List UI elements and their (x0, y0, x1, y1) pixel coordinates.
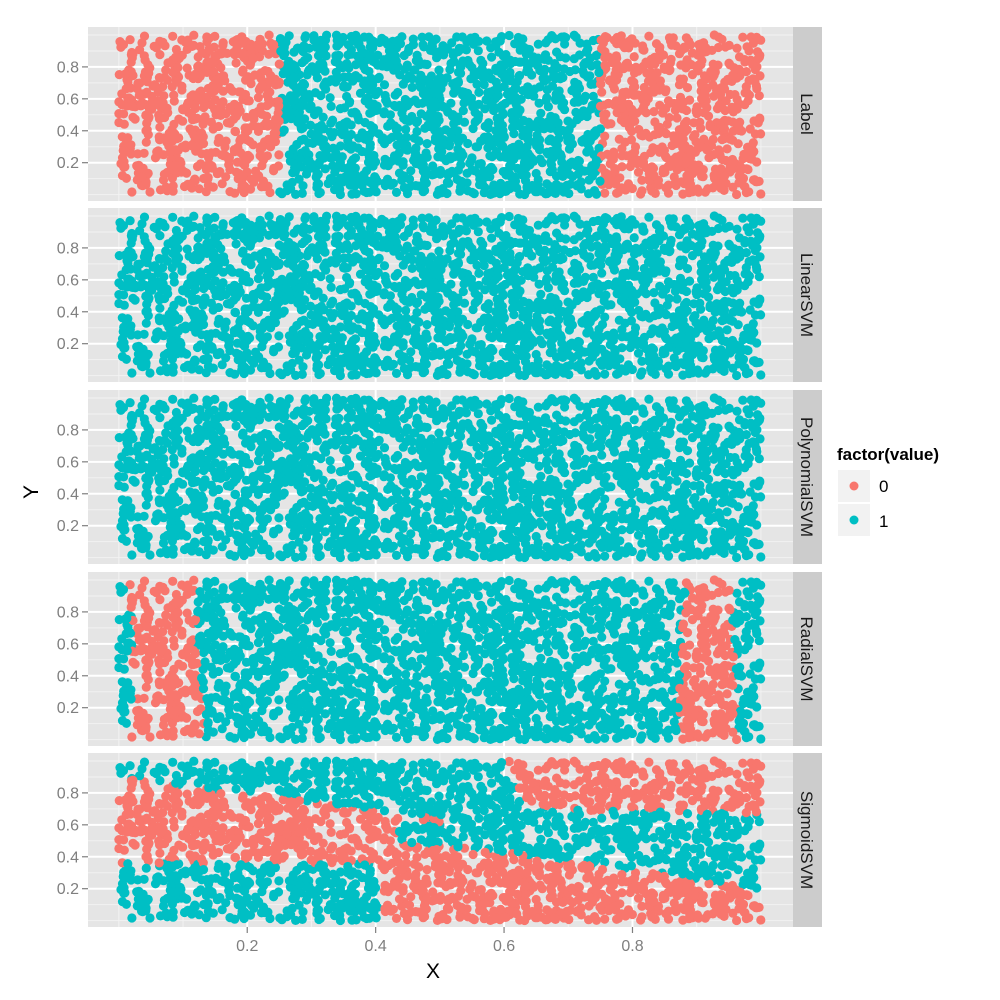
facet-strip (793, 27, 822, 201)
facet-strip (793, 753, 822, 927)
facet-strip (793, 208, 822, 382)
x-tick-label: 0.4 (365, 938, 387, 955)
y-tick-label: 0.4 (57, 668, 79, 685)
y-tick-label: 0.6 (57, 91, 79, 108)
facet-panel-radialsvm: 0.2 0.4 0.6 0.8 RadialSVM (57, 572, 822, 746)
y-tick-label: 0.4 (57, 849, 79, 866)
y-tick-label: 0.4 (57, 486, 79, 503)
x-tick-label: 0.2 (236, 938, 258, 955)
facet-panel-label: 0.2 0.4 0.6 0.8 Label (57, 27, 822, 201)
scatter-points (114, 575, 766, 745)
cyan-dot-icon (849, 515, 859, 525)
facet-strip-label: PolynomialSVM (797, 417, 816, 537)
y-tick-label: 0.8 (57, 59, 79, 76)
legend-label-1: 1 (879, 512, 888, 531)
legend-item-0: 0 (838, 470, 888, 502)
y-tick-label: 0.8 (57, 785, 79, 802)
facet-strip-label: LinearSVM (797, 253, 816, 337)
facet-strip-label: Label (797, 93, 816, 135)
facet-strip-label: RadialSVM (797, 616, 816, 701)
y-tick-label: 0.6 (57, 636, 79, 653)
y-tick-label: 0.2 (57, 518, 79, 535)
y-tick-label: 0.2 (57, 700, 79, 717)
y-tick-label: 0.6 (57, 272, 79, 289)
facet-panel-sigmoidsvm: 0.2 0.4 0.6 0.8 SigmoidSVM (57, 753, 822, 927)
y-tick-label: 0.6 (57, 454, 79, 471)
facet-strip-label: SigmoidSVM (797, 791, 816, 889)
y-tick-label: 0.4 (57, 304, 79, 321)
y-tick-label: 0.8 (57, 240, 79, 257)
y-tick-label: 0.2 (57, 155, 79, 172)
legend-label-0: 0 (879, 477, 888, 496)
y-tick-label: 0.6 (57, 817, 79, 834)
facet-panels: 0.20.40.60.8Label0.20.40.60.8LinearSVM0.… (57, 27, 822, 927)
legend-title: factor(value) (837, 445, 939, 464)
scatter-points (114, 211, 766, 381)
x-axis: 0.2 0.4 0.6 0.8 (236, 927, 644, 955)
legend: factor(value) 0 1 (837, 445, 939, 536)
x-tick-label: 0.6 (493, 938, 515, 955)
y-tick-label: 0.2 (57, 336, 79, 353)
y-tick-label: 0.8 (57, 604, 79, 621)
y-tick-label: 0.4 (57, 123, 79, 140)
facet-strip (793, 390, 822, 564)
y-tick-label: 0.2 (57, 881, 79, 898)
y-tick-label: 0.8 (57, 422, 79, 439)
red-dot-icon (849, 481, 859, 491)
scatter-points (114, 30, 766, 200)
scatter-points (114, 393, 766, 563)
facet-strip (793, 572, 822, 746)
legend-item-1: 1 (838, 504, 888, 536)
x-axis-title: X (426, 960, 440, 983)
scatter-points (114, 756, 766, 926)
x-tick-label: 0.8 (621, 938, 643, 955)
facet-panel-linearsvm: 0.2 0.4 0.6 0.8 LinearSVM (57, 208, 822, 382)
y-axis-title: Y (20, 485, 43, 499)
facet-panel-polynomialsvm: 0.2 0.4 0.6 0.8 PolynomialSVM (57, 390, 822, 564)
